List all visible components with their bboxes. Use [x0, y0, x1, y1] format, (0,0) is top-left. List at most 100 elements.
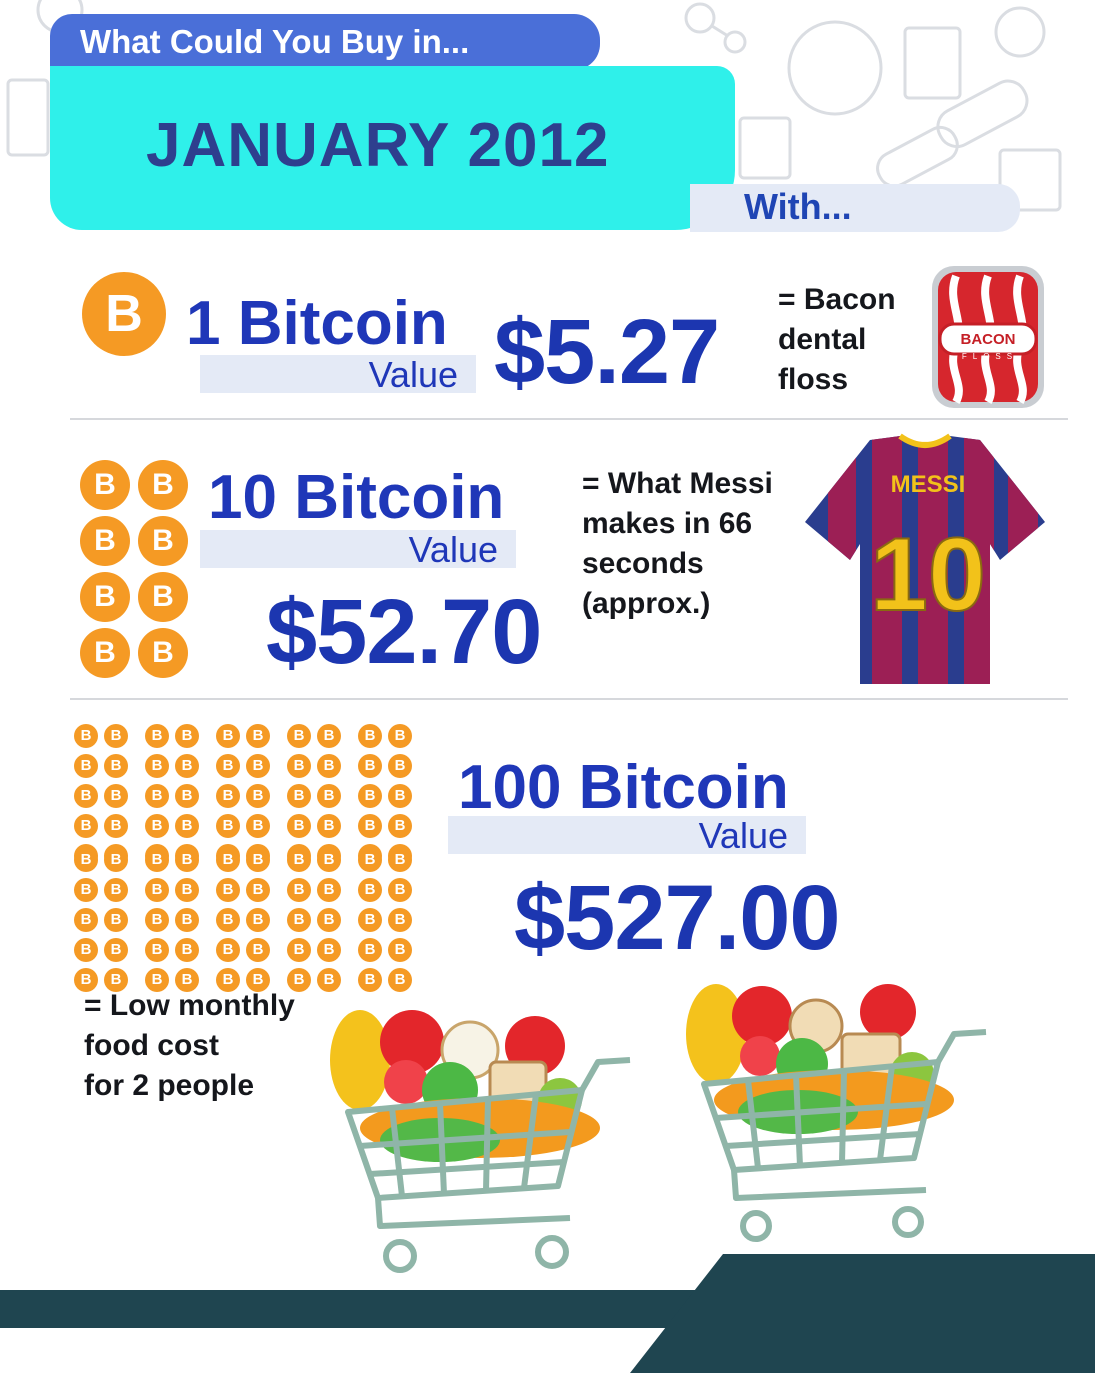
- bitcoin-icon: B: [74, 848, 98, 872]
- bitcoin-icon: B: [74, 784, 98, 808]
- bitcoin-icon: B: [80, 628, 130, 678]
- bitcoin-icon: B: [104, 878, 128, 902]
- with-label: With...: [744, 186, 852, 227]
- description-line: makes in 66: [582, 507, 753, 540]
- bitcoin-icon: B: [216, 848, 240, 872]
- with-band: [690, 184, 1020, 232]
- date-banner: [50, 66, 735, 230]
- jersey-number: 10: [870, 517, 986, 633]
- bitcoin-icon: B: [145, 878, 169, 902]
- bitcoin-icon: B: [246, 754, 270, 778]
- price-100-bitcoin: $527.00: [514, 867, 841, 969]
- bitcoin-icon: B: [138, 628, 188, 678]
- bitcoin-icon: B: [287, 754, 311, 778]
- bitcoin-icon: B: [246, 938, 270, 962]
- chip-outline-icon: [738, 116, 792, 180]
- bitcoin-icon: B: [358, 878, 382, 902]
- floss-label: FLOSS: [962, 352, 1018, 361]
- bitcoin-icon: B: [358, 908, 382, 932]
- bitcoin-icon: B: [74, 878, 98, 902]
- bitcoin-icon: B: [287, 814, 311, 838]
- page-title: JANUARY 2012: [146, 111, 610, 180]
- bitcoin-icon: B: [104, 724, 128, 748]
- bitcoin-icon: B: [216, 724, 240, 748]
- bitcoin-icon: B: [175, 814, 199, 838]
- value-label: Value: [200, 355, 476, 395]
- bitcoin-icon: B: [175, 878, 199, 902]
- background-doodles: [6, 0, 1062, 212]
- bitcoin-icon: B: [317, 878, 341, 902]
- bitcoin-icon: B: [216, 814, 240, 838]
- bitcoin-icon: B: [388, 848, 412, 872]
- description-line: food cost: [84, 1029, 219, 1062]
- description-1: = Bacon dental floss: [778, 280, 896, 400]
- bitcoin-outline-icon: [787, 20, 883, 116]
- description-line: dental: [778, 323, 867, 356]
- amount-1-bitcoin: 1 Bitcoin: [186, 289, 448, 358]
- bitcoin-icon: B: [246, 784, 270, 808]
- bitcoin-icon: B: [358, 938, 382, 962]
- bitcoin-icon: B: [317, 784, 341, 808]
- bitcoin-icon: B: [104, 814, 128, 838]
- bitcoin-icon: B: [216, 938, 240, 962]
- bitcoin-icon: B: [74, 754, 98, 778]
- bitcoin-icon: B: [145, 968, 169, 992]
- bitcoin-icon: B: [216, 908, 240, 932]
- bitcoin-icon: B: [216, 878, 240, 902]
- bitcoin-icon: B: [145, 784, 169, 808]
- bitcoin-icon: B: [246, 724, 270, 748]
- ground-block: [630, 1254, 1095, 1373]
- bitcoin-icon: B: [175, 908, 199, 932]
- bitcoin-icon: B: [287, 848, 311, 872]
- bitcoin-icon: B: [138, 516, 188, 566]
- description-line: = Bacon: [778, 283, 896, 316]
- description-line: seconds: [582, 547, 704, 580]
- bitcoin-icon: B: [145, 724, 169, 748]
- description-line: (approx.): [582, 587, 711, 620]
- bitcoin-icon: B: [317, 908, 341, 932]
- bitcoin-icon: B: [175, 968, 199, 992]
- bitcoin-icon: B: [246, 878, 270, 902]
- bitcoin-icon: B: [175, 724, 199, 748]
- bitcoin-icon: B: [80, 460, 130, 510]
- bitcoin-icon: B: [317, 724, 341, 748]
- bitcoin-icon: B: [104, 908, 128, 932]
- mining-cart-icon: [998, 148, 1062, 212]
- price-1-bitcoin: $5.27: [494, 301, 720, 403]
- bitcoin-icon: B: [287, 938, 311, 962]
- bitcoin-icon: B: [317, 754, 341, 778]
- bacon-brand-label: BACON: [961, 331, 1016, 348]
- jersey-name: MESSI: [891, 471, 966, 498]
- price-10-bitcoin: $52.70: [266, 581, 542, 683]
- bitcoin-icon: B: [358, 814, 382, 838]
- value-label: Value: [200, 530, 516, 570]
- description-line: = Low monthly: [84, 989, 295, 1022]
- chip-outline-icon: [903, 26, 962, 100]
- messi-jersey-icon: MESSI 10: [805, 433, 1045, 684]
- bitcoin-icon: B: [246, 814, 270, 838]
- bitcoin-icon: B: [388, 814, 412, 838]
- bitcoin-icon: B: [388, 724, 412, 748]
- bitcoin-icon: B: [388, 754, 412, 778]
- bitcoin-icon: B: [74, 724, 98, 748]
- bitcoin-icon: B: [138, 572, 188, 622]
- bitcoin-icon: B: [358, 968, 382, 992]
- bitcoin-icon: B: [388, 878, 412, 902]
- bitcoin-icon: B: [388, 968, 412, 992]
- chip-outline-icon: [6, 78, 50, 157]
- grocery-cart-icon: [686, 984, 987, 1242]
- bitcoin-icon: B: [80, 516, 130, 566]
- bitcoin-icon: B: [175, 784, 199, 808]
- bitcoin-icon: B: [104, 784, 128, 808]
- bitcoin-icon: B: [145, 848, 169, 872]
- bitcoin-icon: B: [216, 754, 240, 778]
- bitcoin-icon: B: [104, 938, 128, 962]
- bitcoin-icon: B: [74, 968, 98, 992]
- bitcoin-icon: B: [358, 784, 382, 808]
- divider: [70, 698, 1068, 700]
- value-label: Value: [448, 816, 806, 856]
- description-3: = Low monthly food cost for 2 people: [84, 986, 295, 1106]
- bitcoin-icon: B: [104, 754, 128, 778]
- bitcoin-icon: B: [74, 814, 98, 838]
- bitcoin-icon: B: [216, 968, 240, 992]
